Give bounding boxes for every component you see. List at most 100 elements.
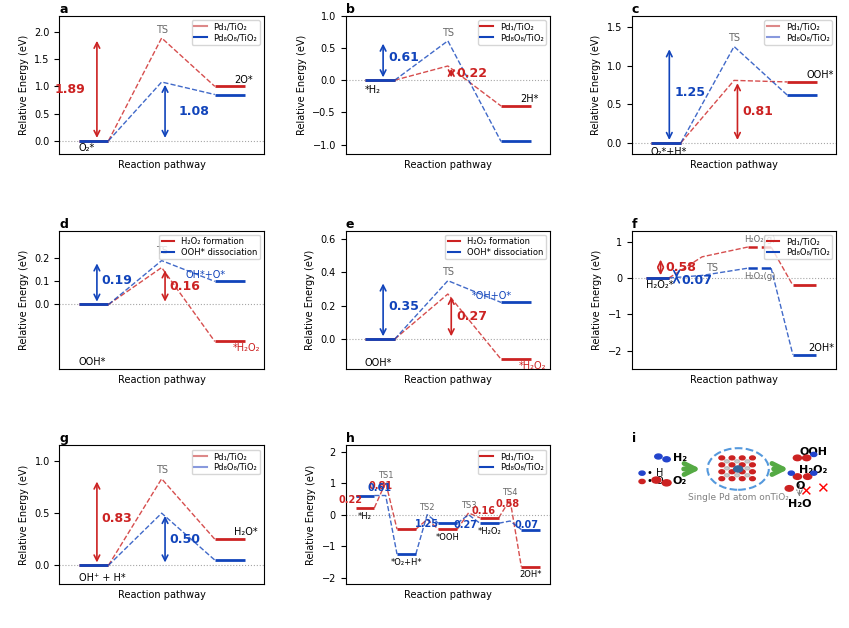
Circle shape <box>639 479 645 484</box>
Circle shape <box>734 467 739 470</box>
Circle shape <box>739 470 745 474</box>
Text: 0.16: 0.16 <box>471 506 495 516</box>
Y-axis label: Relative Energy (eV): Relative Energy (eV) <box>19 250 29 350</box>
Circle shape <box>745 460 750 463</box>
Text: H₂O₂*: H₂O₂* <box>646 280 673 290</box>
Text: 0.81: 0.81 <box>742 105 773 118</box>
Text: OOH*: OOH* <box>807 70 834 80</box>
Legend: Pd₁/TiO₂, Pd₈O₈/TiO₂: Pd₁/TiO₂, Pd₈O₈/TiO₂ <box>764 20 832 45</box>
Circle shape <box>739 463 745 467</box>
X-axis label: Reaction pathway: Reaction pathway <box>690 160 778 170</box>
Y-axis label: Relative Energy (eV): Relative Energy (eV) <box>19 465 29 565</box>
Circle shape <box>750 456 756 460</box>
Circle shape <box>724 460 729 463</box>
X-axis label: Reaction pathway: Reaction pathway <box>404 590 492 600</box>
Circle shape <box>739 477 745 480</box>
Circle shape <box>745 474 750 477</box>
Text: 0.58: 0.58 <box>665 261 696 274</box>
Text: TS3: TS3 <box>461 501 476 511</box>
Text: *OOH: *OOH <box>436 533 460 542</box>
Legend: Pd₁/TiO₂, Pd₈O₈/TiO₂: Pd₁/TiO₂, Pd₈O₈/TiO₂ <box>192 20 260 45</box>
Text: 1.89: 1.89 <box>54 83 85 96</box>
Text: O₂*: O₂* <box>78 143 95 153</box>
Circle shape <box>750 477 756 480</box>
Text: • H: • H <box>647 468 664 478</box>
X-axis label: Reaction pathway: Reaction pathway <box>118 375 205 385</box>
Legend: Pd₁/TiO₂, Pd₈O₈/TiO₂: Pd₁/TiO₂, Pd₈O₈/TiO₂ <box>478 20 546 45</box>
Text: c: c <box>632 3 639 16</box>
Text: 0.81: 0.81 <box>368 481 392 491</box>
Y-axis label: Relative Energy (eV): Relative Energy (eV) <box>593 250 602 350</box>
Y-axis label: Relative Energy (eV): Relative Energy (eV) <box>305 250 315 350</box>
Circle shape <box>734 460 739 463</box>
Circle shape <box>750 470 756 474</box>
Legend: Pd₁/TiO₂, Pd₈O₈/TiO₂: Pd₁/TiO₂, Pd₈O₈/TiO₂ <box>192 450 260 474</box>
Text: O₂: O₂ <box>672 477 687 487</box>
Circle shape <box>662 480 671 486</box>
X-axis label: Reaction pathway: Reaction pathway <box>404 375 492 385</box>
Text: 2OH*: 2OH* <box>520 570 542 580</box>
Text: ✕: ✕ <box>816 481 829 496</box>
Text: OOH: OOH <box>800 447 828 457</box>
Text: 1.25: 1.25 <box>415 519 439 529</box>
Text: 0.22: 0.22 <box>338 495 363 506</box>
Text: TS: TS <box>441 28 454 38</box>
Circle shape <box>803 474 812 479</box>
Circle shape <box>788 471 795 475</box>
Y-axis label: Relative Energy (eV): Relative Energy (eV) <box>297 35 306 135</box>
Text: TS: TS <box>155 246 167 256</box>
Circle shape <box>663 457 670 462</box>
Text: 0.19: 0.19 <box>102 274 132 287</box>
Text: O: O <box>796 480 805 490</box>
Text: *H₂O₂: *H₂O₂ <box>477 527 501 536</box>
Text: *H₂O₂: *H₂O₂ <box>233 343 261 352</box>
X-axis label: Reaction pathway: Reaction pathway <box>690 375 778 385</box>
Circle shape <box>811 452 817 457</box>
Text: TS: TS <box>441 266 454 276</box>
Circle shape <box>639 471 645 475</box>
X-axis label: Reaction pathway: Reaction pathway <box>118 160 205 170</box>
Text: b: b <box>346 3 355 16</box>
Text: 2H*: 2H* <box>520 94 539 104</box>
Text: H₂O₂(g): H₂O₂(g) <box>744 236 775 244</box>
Y-axis label: Relative Energy (eV): Relative Energy (eV) <box>591 35 601 135</box>
Circle shape <box>652 477 661 483</box>
Circle shape <box>719 463 725 467</box>
Text: OOH*: OOH* <box>78 357 106 367</box>
Y-axis label: Relative Energy (eV): Relative Energy (eV) <box>19 35 29 135</box>
Text: 0.16: 0.16 <box>170 279 200 293</box>
Text: TS1: TS1 <box>378 471 393 480</box>
Text: 0.27: 0.27 <box>456 310 487 323</box>
Text: 1.25: 1.25 <box>674 86 705 99</box>
Text: H₂O₂(g): H₂O₂(g) <box>744 272 775 281</box>
Text: 0.07: 0.07 <box>514 520 538 530</box>
Circle shape <box>793 474 801 479</box>
Circle shape <box>724 474 729 477</box>
Legend: Pd₁/TiO₂, Pd₈O₈/TiO₂: Pd₁/TiO₂, Pd₈O₈/TiO₂ <box>764 235 832 259</box>
X-axis label: Reaction pathway: Reaction pathway <box>404 160 492 170</box>
Text: 0.22: 0.22 <box>456 67 487 80</box>
Text: TS2: TS2 <box>419 503 435 512</box>
Circle shape <box>734 466 743 472</box>
Circle shape <box>655 454 662 459</box>
Text: a: a <box>59 3 68 16</box>
Text: g: g <box>59 433 68 445</box>
Text: TS: TS <box>155 465 167 475</box>
Circle shape <box>745 467 750 470</box>
Text: OH⁺ + H*: OH⁺ + H* <box>78 573 125 583</box>
Circle shape <box>750 463 756 467</box>
Text: H₂O: H₂O <box>788 499 811 509</box>
Text: TS4: TS4 <box>503 488 518 497</box>
Text: d: d <box>59 217 68 230</box>
Circle shape <box>719 456 725 460</box>
Text: ✕: ✕ <box>799 484 812 499</box>
Circle shape <box>729 477 735 480</box>
Circle shape <box>811 471 817 475</box>
Circle shape <box>729 456 735 460</box>
X-axis label: Reaction pathway: Reaction pathway <box>118 590 205 600</box>
Text: 0.35: 0.35 <box>388 300 419 313</box>
Circle shape <box>729 470 735 474</box>
Circle shape <box>719 470 725 474</box>
Text: i: i <box>632 433 636 445</box>
Text: 0.07: 0.07 <box>682 274 712 287</box>
